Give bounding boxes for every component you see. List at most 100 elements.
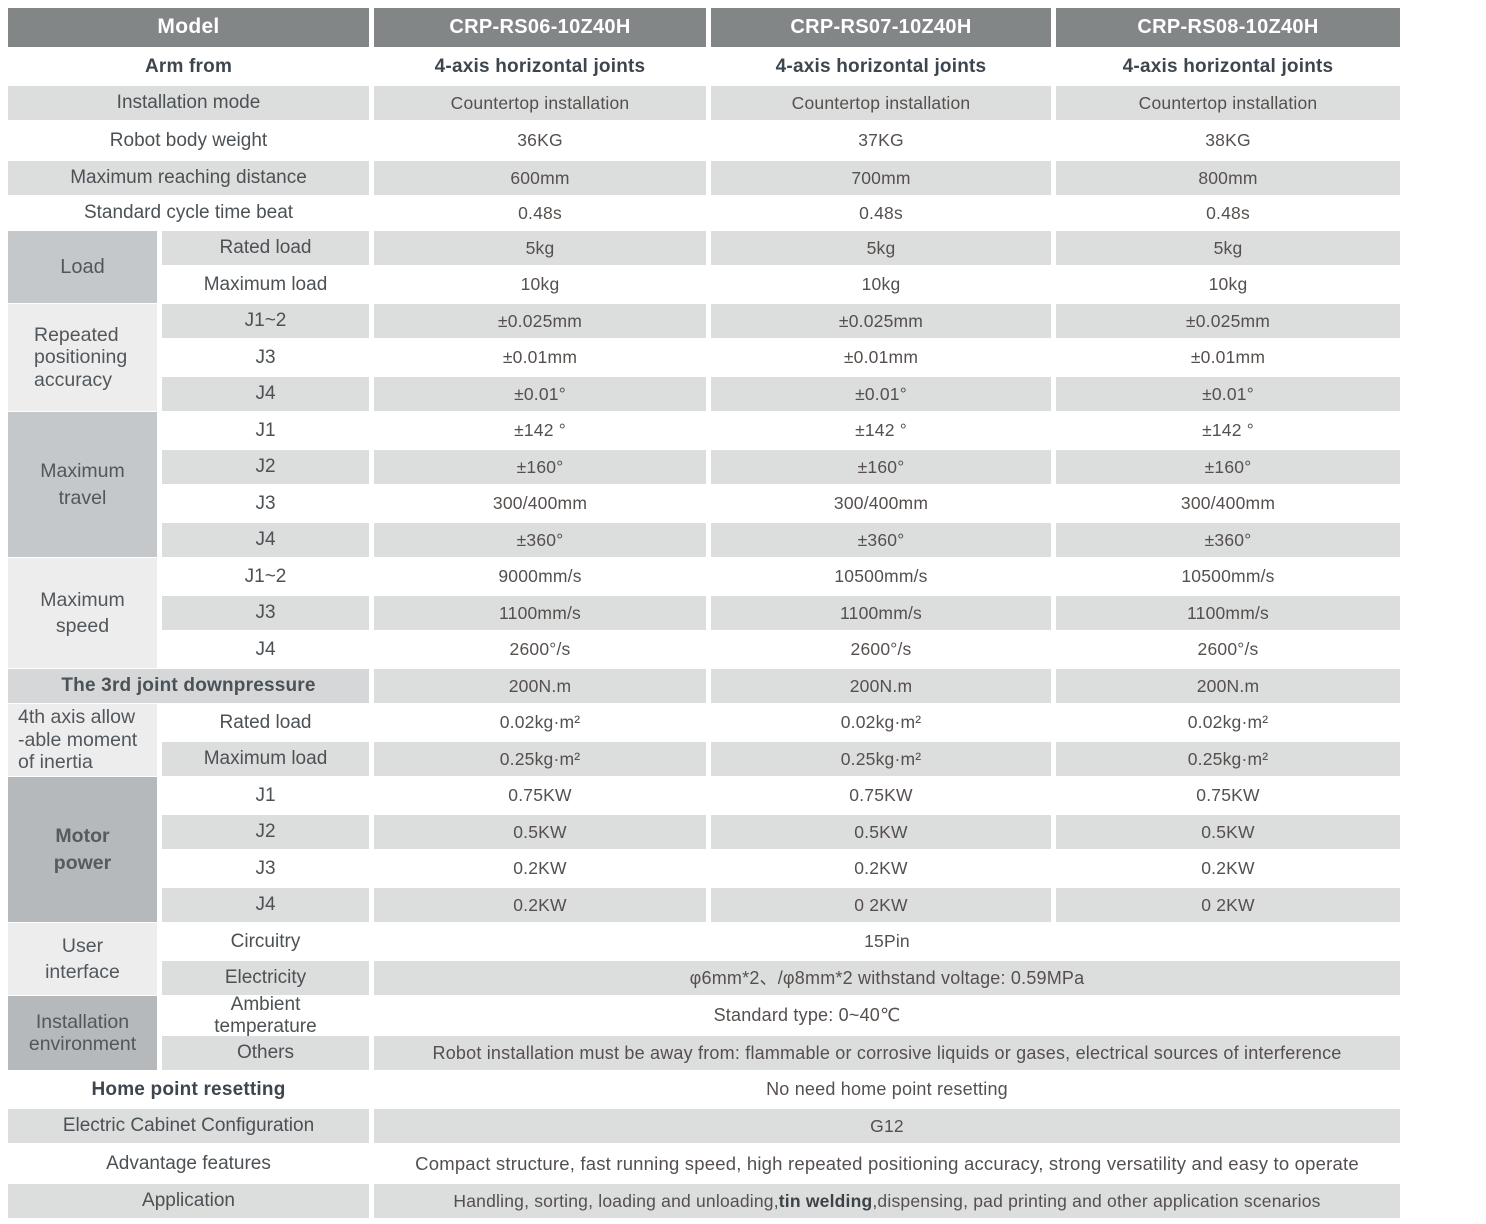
- home-point-resetting-label: Home point resetting: [91, 1078, 286, 1100]
- electricity-label: Electricity: [162, 961, 369, 995]
- load-group-label: Load: [8, 231, 157, 303]
- inertia-rated-value: 0.02kg·m²: [1187, 712, 1269, 733]
- advantage-features-value: Compact structure, fast running speed, h…: [415, 1152, 1359, 1174]
- installation-mode-value: Countertop installation: [374, 86, 706, 120]
- model-name-rs07: CRP-RS07-10Z40H: [711, 8, 1051, 47]
- load-rated-value: 5kg: [374, 231, 706, 265]
- load-maximum-value: 10kg: [1208, 274, 1248, 295]
- downpressure-label: The 3rd joint downpressure: [8, 669, 369, 703]
- travel-j1-value: ±142 °: [855, 420, 907, 441]
- accuracy-j12-value: ±0.025mm: [374, 304, 706, 338]
- ambient-temperature-label: Ambient temperature: [214, 993, 317, 1037]
- motor-j2-value: 0.5KW: [711, 815, 1051, 849]
- application-label: Application: [8, 1184, 369, 1218]
- motor-j2-label: J2: [162, 815, 369, 849]
- speed-j12-label: J1~2: [244, 565, 287, 587]
- speed-j3-value: 1100mm/s: [711, 596, 1051, 630]
- standard-cycle-time-value: 0.48s: [859, 202, 903, 223]
- installation-environment-group-label: Installation environment: [8, 996, 157, 1070]
- inertia-maximum-value: 0.25kg·m²: [374, 742, 706, 776]
- arm-from-value: 4-axis horizontal joints: [1122, 55, 1334, 77]
- accuracy-j4-label: J4: [162, 377, 369, 411]
- accuracy-group-label: Repeated positioning accuracy: [8, 304, 157, 411]
- application-value-bold: tin welding: [778, 1190, 873, 1211]
- application-value-post: ,dispensing, pad printing and other appl…: [872, 1190, 1321, 1211]
- motor-j1-value: 0.75KW: [1196, 785, 1260, 806]
- travel-j4-value: ±360°: [1056, 523, 1400, 557]
- installation-mode-value: Countertop installation: [711, 86, 1051, 120]
- arm-from-value: 4-axis horizontal joints: [434, 55, 646, 77]
- standard-cycle-time-value: 0.48s: [1206, 202, 1250, 223]
- motor-j4-value: 0.2KW: [374, 888, 706, 922]
- arm-from-value: 4-axis horizontal joints: [775, 55, 987, 77]
- advantage-features-label: Advantage features: [106, 1152, 271, 1174]
- motor-j1-value: 0.75KW: [508, 785, 572, 806]
- load-rated-value: 5kg: [711, 231, 1051, 265]
- travel-group-label: Maximum travel: [8, 412, 157, 557]
- user-interface-group-label: User interface: [8, 923, 157, 995]
- standard-cycle-time-value: 0.48s: [518, 202, 562, 223]
- travel-j1-value: ±142 °: [1202, 420, 1254, 441]
- circuitry-label: Circuitry: [230, 930, 301, 952]
- inertia-rated-value: 0.02kg·m²: [499, 712, 581, 733]
- motor-j4-value: 0 2KW: [1056, 888, 1400, 922]
- accuracy-j4-value: ±0.01°: [711, 377, 1051, 411]
- travel-j3-value: 300/400mm: [833, 493, 929, 514]
- travel-j2-value: ±160°: [374, 450, 706, 484]
- electric-cabinet-configuration-value: G12: [374, 1109, 1400, 1143]
- motor-j4-label: J4: [162, 888, 369, 922]
- accuracy-j12-label: J1~2: [162, 304, 369, 338]
- downpressure-value: 200N.m: [1056, 669, 1400, 703]
- model-name-rs08: CRP-RS08-10Z40H: [1056, 8, 1400, 47]
- motor-j3-value: 0.2KW: [513, 858, 567, 879]
- standard-cycle-time-label: Standard cycle time beat: [83, 202, 294, 224]
- maximum-reaching-distance-value: 700mm: [711, 161, 1051, 195]
- electricity-value: φ6mm*2、/φ8mm*2 withstand voltage: 0.59MP…: [374, 961, 1400, 995]
- electric-cabinet-configuration-label: Electric Cabinet Configuration: [8, 1109, 369, 1143]
- travel-j3-value: 300/400mm: [1180, 493, 1276, 514]
- travel-j2-value: ±160°: [711, 450, 1051, 484]
- travel-j4-value: ±360°: [374, 523, 706, 557]
- robot-body-weight-value: 38KG: [1205, 130, 1251, 151]
- load-rated-label: Rated load: [162, 231, 369, 265]
- accuracy-j12-value: ±0.025mm: [711, 304, 1051, 338]
- accuracy-j4-value: ±0.01°: [374, 377, 706, 411]
- travel-j4-value: ±360°: [711, 523, 1051, 557]
- inertia-rated-value: 0.02kg·m²: [840, 712, 922, 733]
- inertia-rated-label: Rated load: [219, 711, 312, 733]
- inertia-maximum-value: 0.25kg·m²: [711, 742, 1051, 776]
- accuracy-j3-value: ±0.01mm: [843, 347, 919, 368]
- motor-j3-label: J3: [255, 857, 276, 879]
- speed-j3-value: 1100mm/s: [1056, 596, 1400, 630]
- accuracy-j12-value: ±0.025mm: [1056, 304, 1400, 338]
- robot-body-weight-value: 37KG: [858, 130, 904, 151]
- travel-j2-label: J2: [162, 450, 369, 484]
- installation-mode-value: Countertop installation: [1056, 86, 1400, 120]
- travel-j2-value: ±160°: [1056, 450, 1400, 484]
- downpressure-value: 200N.m: [711, 669, 1051, 703]
- circuitry-value: 15Pin: [864, 931, 910, 952]
- speed-j4-value: 2600°/s: [1197, 639, 1259, 660]
- motor-j1-label: J1: [255, 784, 276, 806]
- others-label: Others: [162, 1036, 369, 1070]
- maximum-reaching-distance-value: 600mm: [374, 161, 706, 195]
- speed-j3-value: 1100mm/s: [374, 596, 706, 630]
- application-value-pre: Handling, sorting, loading and unloading…: [453, 1190, 779, 1211]
- home-point-resetting-value: No need home point resetting: [766, 1079, 1008, 1100]
- motor-j3-value: 0.2KW: [854, 858, 908, 879]
- motor-power-group-label: Motor power: [8, 777, 157, 922]
- ambient-temperature-value: Standard type: 0~40℃: [713, 1005, 901, 1026]
- load-rated-value: 5kg: [1056, 231, 1400, 265]
- motor-j2-value: 0.5KW: [374, 815, 706, 849]
- speed-j3-label: J3: [162, 596, 369, 630]
- installation-mode-label: Installation mode: [8, 86, 369, 120]
- motor-j4-value: 0 2KW: [711, 888, 1051, 922]
- inertia-maximum-label: Maximum load: [162, 742, 369, 776]
- robot-spec-table: Model CRP-RS06-10Z40H CRP-RS07-10Z40H CR…: [8, 8, 1400, 1218]
- speed-group-label: Maximum speed: [8, 558, 157, 668]
- speed-j4-value: 2600°/s: [850, 639, 912, 660]
- model-header-label: Model: [8, 8, 369, 47]
- inertia-group-label: 4th axis allow -able moment of inertia: [8, 704, 157, 776]
- accuracy-j3-label: J3: [255, 346, 276, 368]
- speed-j12-value: 10500mm/s: [834, 566, 928, 587]
